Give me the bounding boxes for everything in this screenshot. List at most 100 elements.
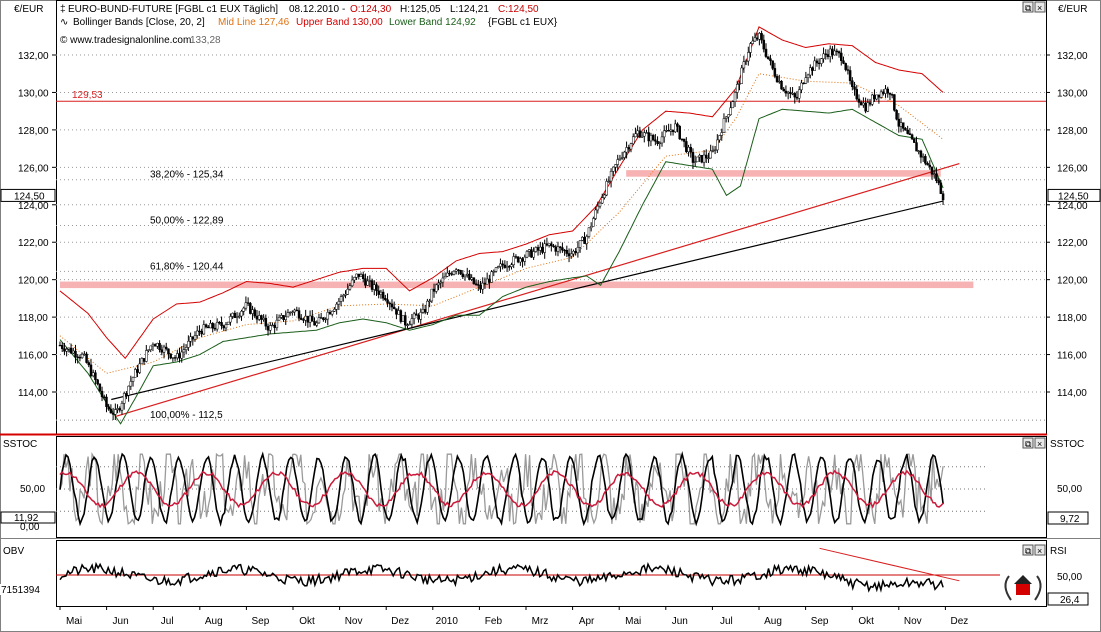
candle	[660, 136, 664, 144]
svg-text:7151394: 7151394	[1, 585, 40, 596]
obv-left-value-tag: 7151394	[0, 584, 42, 596]
month-label: Jun	[113, 616, 129, 627]
candle-glyph-icon: ‡	[60, 4, 66, 15]
candle	[450, 273, 453, 275]
sstoc-panel-close-button[interactable]: ⧉	[1022, 437, 1034, 449]
candle	[859, 102, 863, 106]
candle	[890, 94, 894, 96]
candle	[870, 94, 874, 105]
candle	[171, 357, 175, 359]
obv-panel-close-button[interactable]: ⧉	[1022, 544, 1034, 556]
price-tick-left: 118,00	[18, 313, 48, 324]
candle	[238, 315, 241, 318]
candle	[744, 60, 748, 63]
price-panel-max-button[interactable]: ×	[1034, 1, 1046, 13]
obv-panel-max-button[interactable]: ×	[1034, 544, 1046, 556]
candle	[519, 258, 522, 263]
candle	[288, 311, 292, 314]
candle	[335, 303, 338, 310]
candle	[592, 218, 595, 227]
candle	[631, 136, 635, 144]
candle	[866, 102, 870, 112]
price-tick-right: 116,00	[1057, 351, 1087, 362]
candle	[766, 56, 770, 59]
candle	[899, 122, 903, 127]
candle	[924, 156, 927, 164]
candle	[213, 327, 217, 330]
candle	[554, 246, 558, 252]
candle	[709, 150, 712, 159]
candle	[211, 323, 214, 329]
candle	[747, 52, 750, 62]
candle	[698, 155, 701, 158]
candle	[667, 130, 670, 132]
candle	[377, 290, 380, 295]
candle	[198, 330, 201, 333]
candle	[609, 171, 613, 182]
month-label: Jun	[672, 616, 688, 627]
candle	[485, 278, 489, 285]
sstoc-panel-max-button[interactable]: ×	[1034, 437, 1046, 449]
candle	[585, 236, 588, 244]
candle	[782, 88, 785, 92]
svg-text:9,72: 9,72	[1060, 514, 1080, 525]
candle	[74, 350, 77, 358]
indicator-name: Bollinger Bands [Close, 20, 2]	[73, 17, 205, 28]
candle	[884, 88, 887, 94]
candle	[406, 324, 409, 327]
last-price-left: 124,50	[14, 191, 45, 202]
candle	[707, 157, 710, 160]
candle	[304, 315, 307, 321]
candle	[452, 270, 456, 275]
candle	[269, 325, 272, 331]
candle	[116, 408, 119, 410]
candle	[284, 316, 287, 320]
candle	[180, 351, 183, 359]
candle	[565, 250, 569, 254]
indicator-source: {FGBL c1 EUX}	[488, 17, 558, 28]
bollinger-lower-band	[59, 108, 944, 425]
svg-text:26,4: 26,4	[1060, 595, 1080, 606]
rsi-right-value-tag: 26,4	[1047, 592, 1089, 606]
candle	[69, 347, 73, 354]
month-label: Sep	[811, 616, 829, 627]
ohlc-close: C:124,50	[498, 4, 539, 15]
candle	[122, 393, 126, 404]
symbol-date: 08.12.2010	[289, 4, 339, 15]
candle	[822, 53, 825, 59]
candle	[600, 197, 604, 204]
ohlc-high: H:125,05	[400, 4, 441, 15]
candle	[257, 315, 261, 320]
candle	[771, 60, 774, 69]
candle	[273, 324, 276, 328]
candle	[656, 141, 659, 144]
price-tick-right: 120,00	[1057, 276, 1088, 287]
candle	[147, 349, 150, 351]
candle	[879, 91, 883, 98]
candle	[543, 243, 546, 253]
candle	[791, 93, 794, 95]
candle	[932, 173, 936, 175]
candle	[614, 164, 617, 168]
month-label: Mai	[66, 616, 82, 627]
obv-panel-frame	[56, 540, 1047, 607]
candle	[895, 110, 898, 120]
candle	[428, 300, 431, 302]
candle	[826, 54, 830, 57]
candle	[375, 284, 378, 292]
candle	[572, 251, 575, 255]
price-panel-close-button[interactable]: ⧉	[1022, 1, 1034, 13]
symbol-title: EURO-BUND-FUTURE [FGBL c1 EUX Täglich]	[68, 4, 278, 15]
copyright-text: © www.tradesignalonline.com	[60, 35, 191, 46]
candle	[156, 343, 159, 347]
candle	[286, 312, 290, 318]
candle	[705, 154, 708, 159]
svg-text:11,92: 11,92	[14, 513, 39, 524]
candle	[802, 82, 805, 85]
unit-label-left: €/EUR	[14, 4, 43, 15]
candle	[647, 132, 650, 142]
candle	[778, 80, 781, 83]
candle	[319, 317, 323, 319]
candle	[353, 277, 356, 281]
